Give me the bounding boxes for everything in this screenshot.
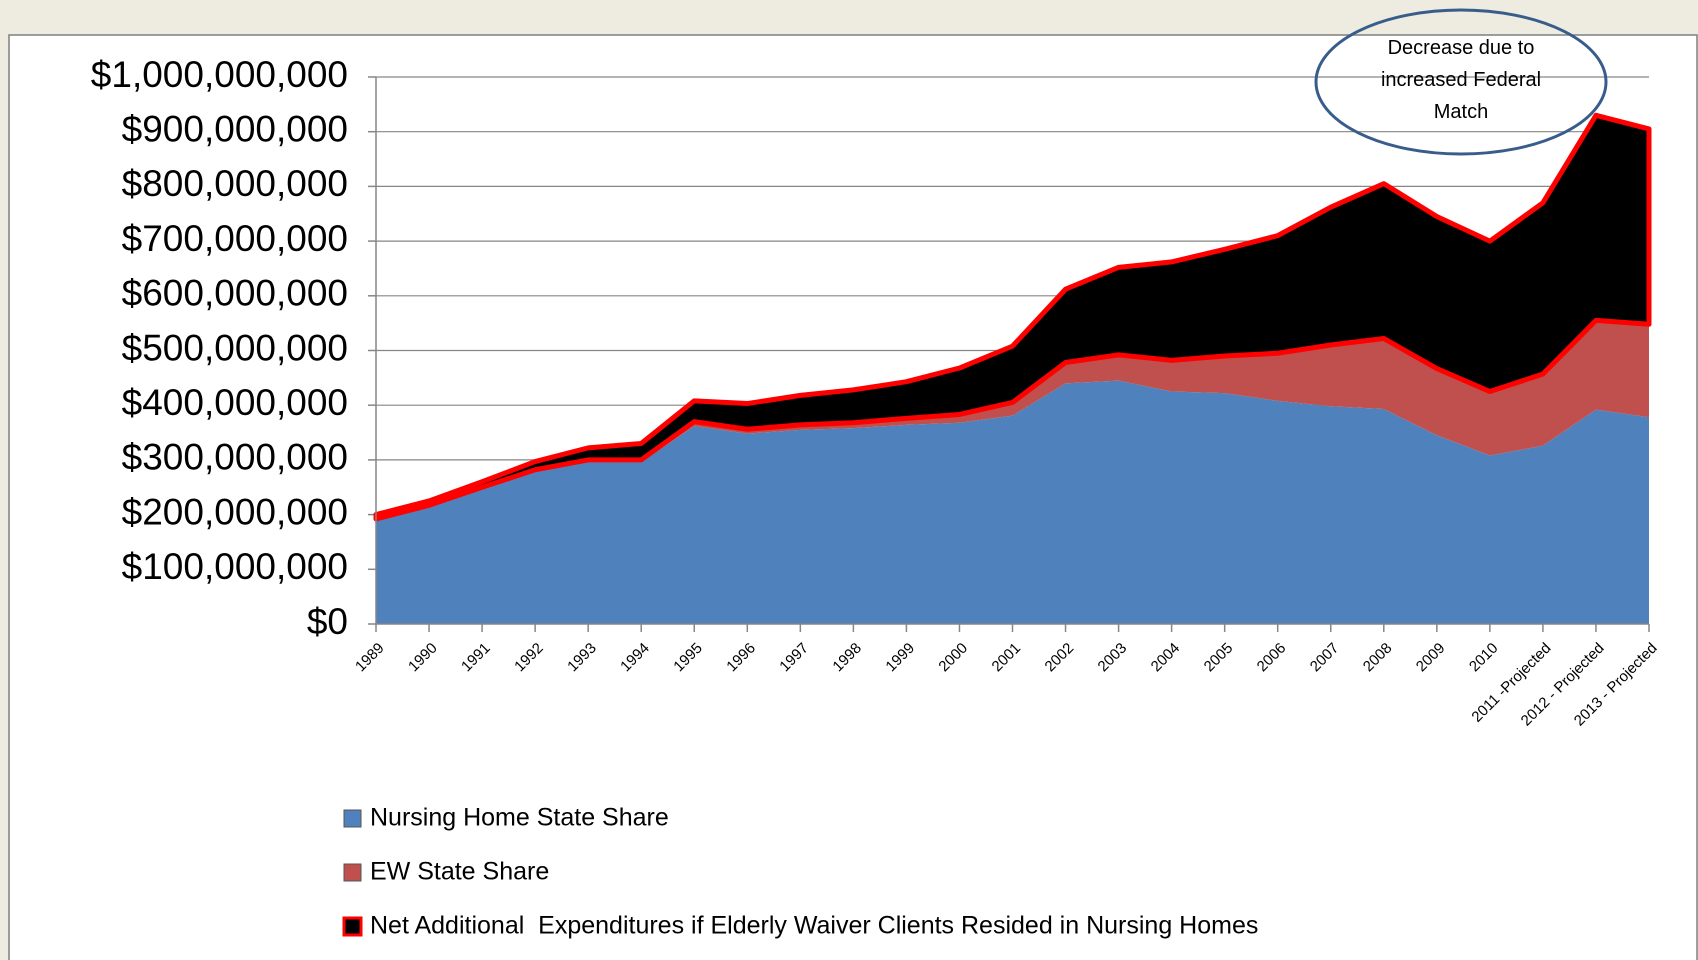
y-tick-label: $500,000,000 (122, 327, 348, 368)
annotation-box: Decrease due to increased Federal Match (1380, 37, 1542, 123)
legend-swatch (343, 809, 362, 828)
y-tick-label: $100,000,000 (122, 546, 348, 587)
legend-label: Net Additional Expenditures if Elderly W… (370, 912, 1258, 940)
area (376, 320, 1649, 521)
legend-label: EW State Share (370, 858, 549, 886)
legend-swatch (342, 916, 363, 937)
y-tick-label: $600,000,000 (122, 273, 348, 314)
y-tick-label: $200,000,000 (122, 491, 348, 532)
y-tick-label: $1,000,000,000 (91, 54, 348, 95)
legend-swatch (343, 863, 362, 882)
y-tick-label: $800,000,000 (122, 163, 348, 204)
legend-label: Nursing Home State Share (370, 804, 669, 832)
annotation-ellipse (1314, 8, 1608, 156)
y-tick-label: $0 (307, 601, 348, 642)
annotation: Decrease due to increased Federal Match (1380, 37, 1542, 123)
y-tick-label: $900,000,000 (122, 108, 348, 149)
y-tick-label: $400,000,000 (122, 382, 348, 423)
y-tick-label: $700,000,000 (122, 218, 348, 259)
y-tick-label: $300,000,000 (122, 437, 348, 478)
area (373, 112, 1652, 522)
area (376, 380, 1649, 624)
